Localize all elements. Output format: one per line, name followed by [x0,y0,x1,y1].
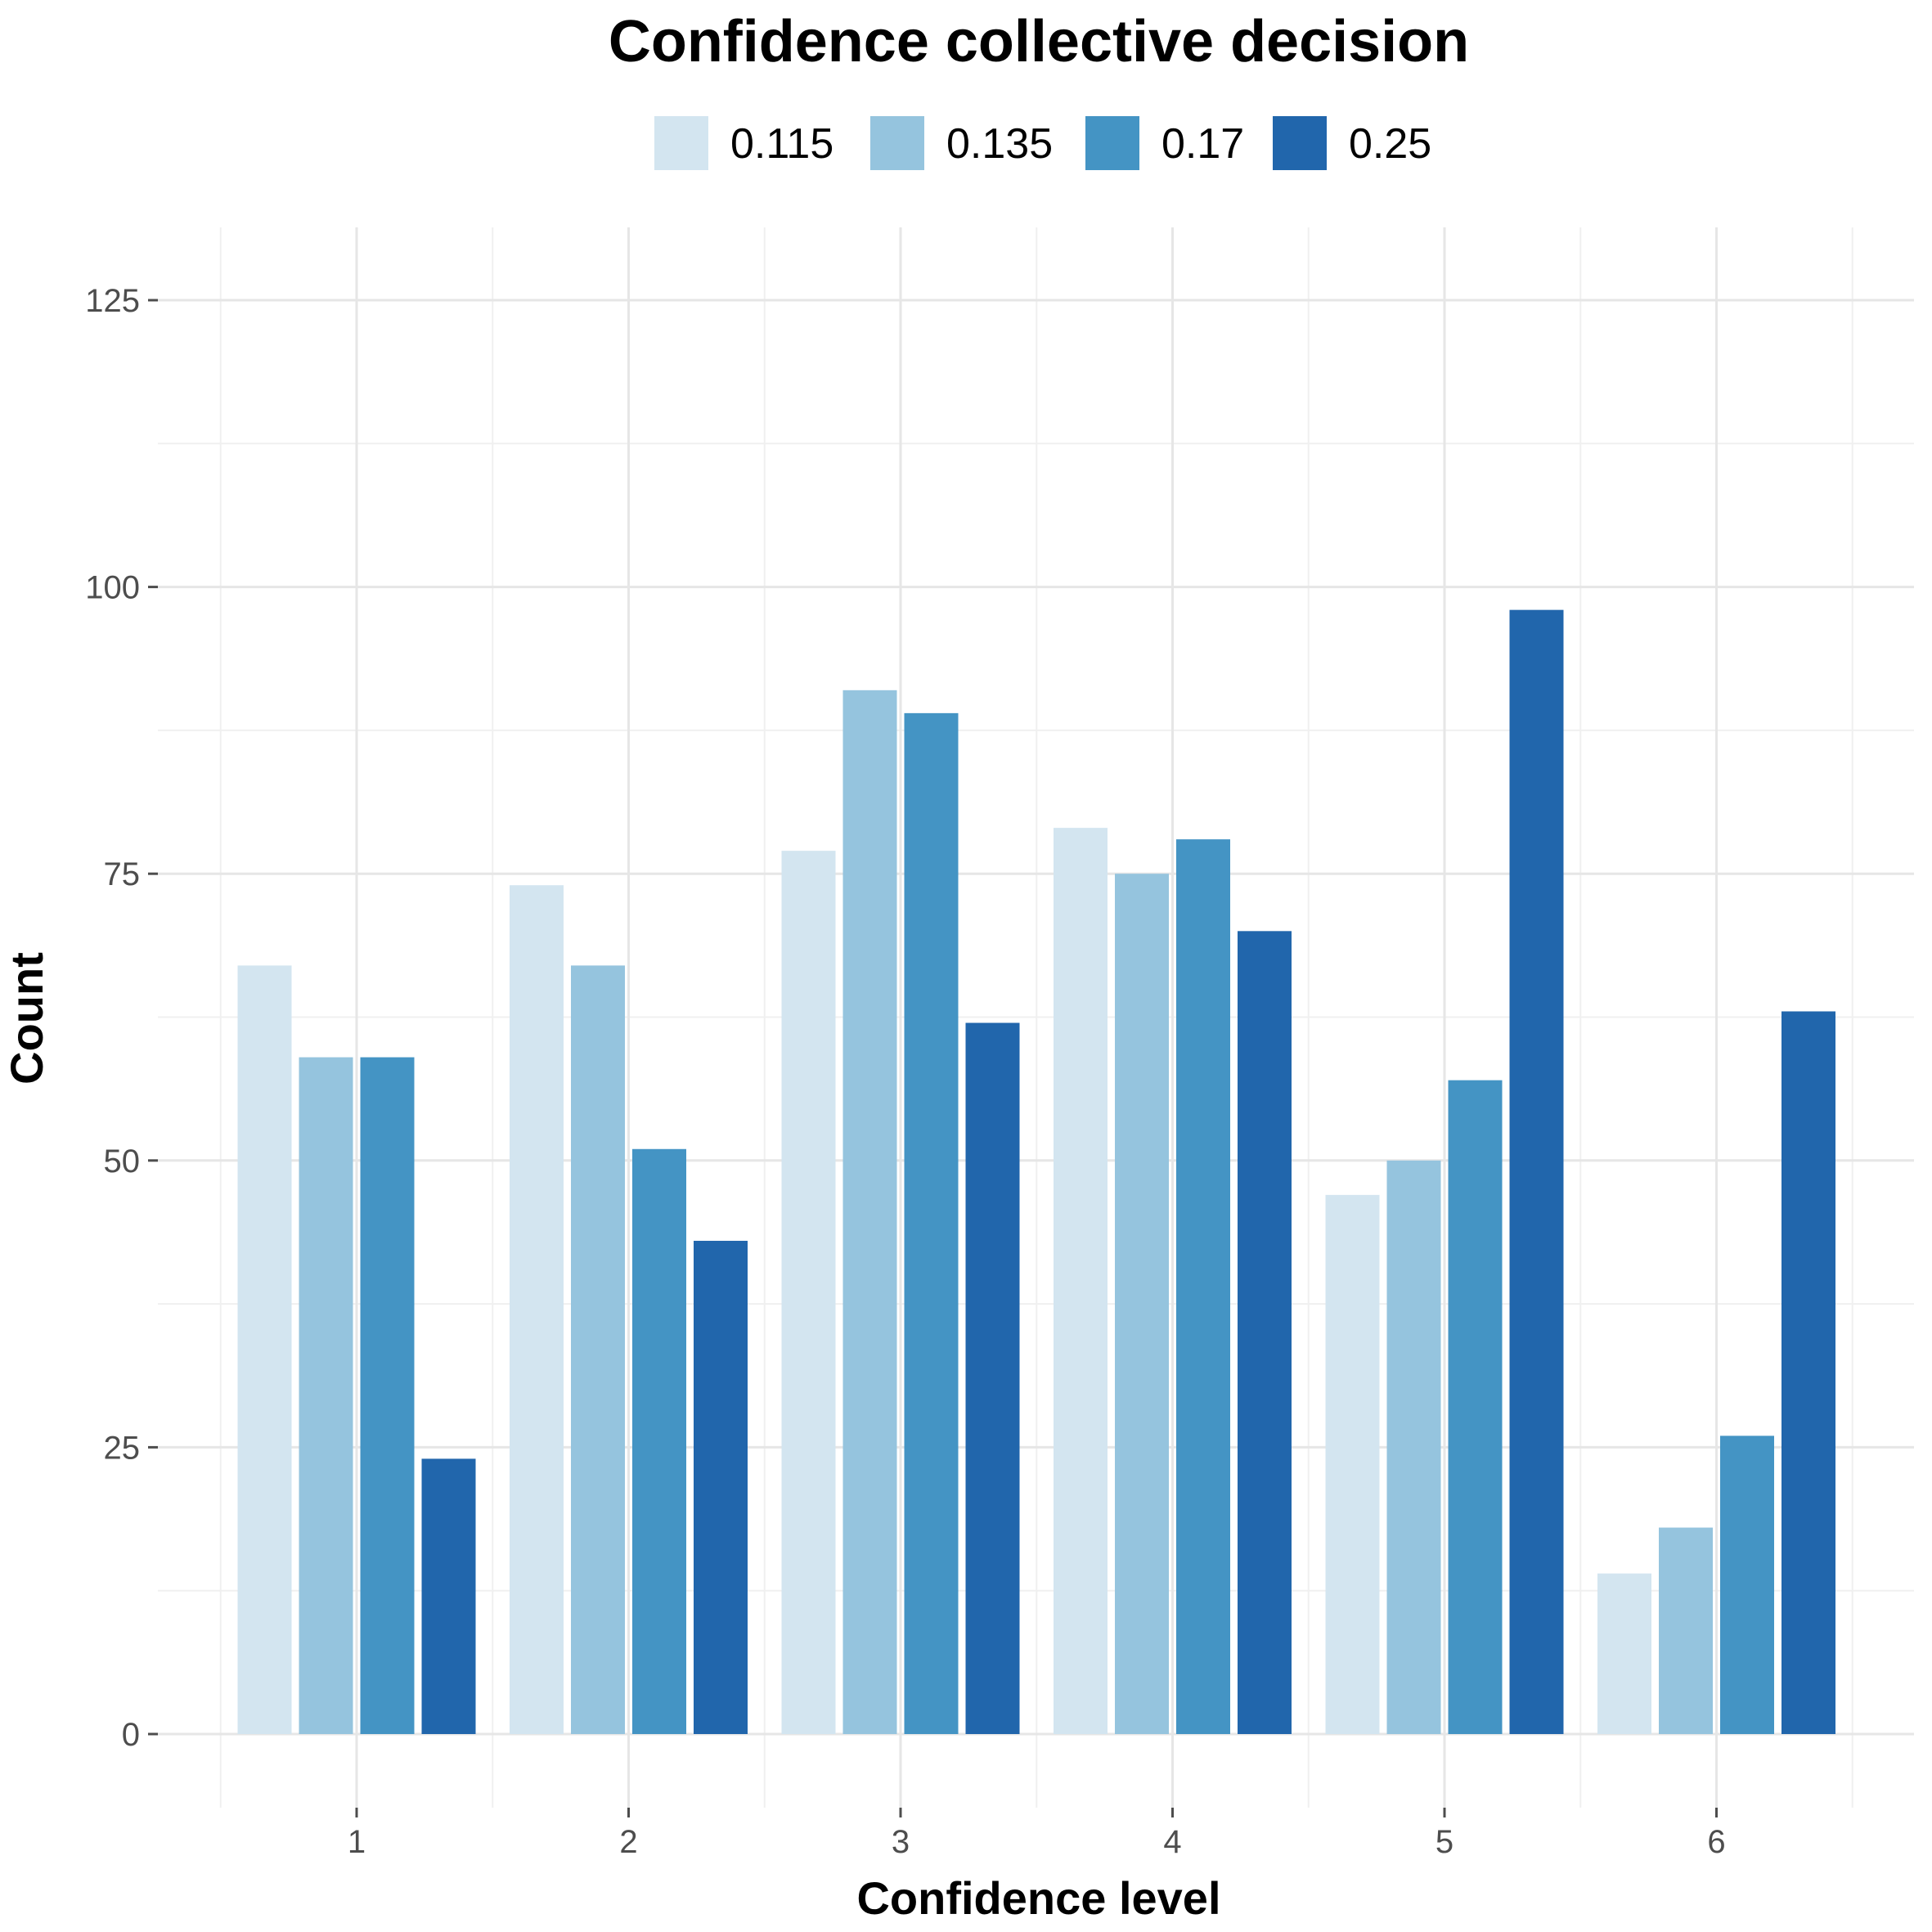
x-tick-label: 6 [1707,1824,1725,1860]
bar-0.17-cat-1 [360,1057,415,1734]
bar-0.25-cat-6 [1781,1011,1835,1734]
bar-0.17-cat-2 [632,1148,686,1734]
bar-0.17-cat-6 [1720,1436,1774,1734]
bar-0.115-cat-4 [1054,828,1108,1734]
x-axis: 1 2 3 4 5 6 [348,1808,1726,1860]
y-axis-title: Count [1,952,52,1085]
legend-label-0.17: 0.17 [1161,120,1244,168]
legend-label-0.135: 0.135 [946,120,1053,168]
x-tick-label: 1 [348,1824,366,1860]
x-tick-label: 2 [619,1824,637,1860]
y-tick-label: 75 [104,856,141,892]
bar-0.135-cat-6 [1659,1527,1713,1734]
bar-0.17-cat-4 [1176,839,1230,1734]
plot-panel: 0 25 50 75 100 125 1 2 3 4 5 6 [85,227,1914,1860]
bar-0.135-cat-5 [1386,1160,1441,1734]
x-tick-label: 5 [1436,1824,1453,1860]
y-tick-label: 50 [104,1143,141,1179]
bar-0.25-cat-2 [694,1240,748,1734]
x-tick-label: 3 [892,1824,910,1860]
y-tick-label: 0 [122,1717,140,1753]
bar-0.115-cat-2 [510,885,564,1734]
bar-0.25-cat-4 [1238,931,1292,1734]
bar-0.17-cat-3 [904,712,959,1734]
legend: 0.115 0.135 0.17 0.25 [654,116,1431,170]
bar-0.25-cat-3 [965,1022,1020,1734]
bar-0.135-cat-2 [571,965,625,1734]
bar-0.25-cat-1 [421,1458,476,1734]
x-tick-label: 4 [1163,1824,1181,1860]
bar-0.135-cat-4 [1115,874,1169,1734]
legend-key-0.115 [654,116,708,170]
bar-0.135-cat-1 [299,1057,353,1734]
bars [237,609,1835,1735]
bar-0.115-cat-6 [1597,1573,1651,1734]
grid-minor [158,227,1914,1808]
bar-0.135-cat-3 [842,690,897,1735]
y-tick-label: 100 [85,570,140,606]
legend-key-0.17 [1085,116,1139,170]
bar-0.25-cat-5 [1509,609,1564,1735]
bar-0.17-cat-5 [1448,1080,1503,1734]
legend-label-0.25: 0.25 [1349,120,1431,168]
y-tick-label: 125 [85,283,140,319]
bar-0.115-cat-3 [781,851,836,1734]
legend-label-0.115: 0.115 [730,120,833,168]
bar-0.115-cat-5 [1325,1194,1380,1734]
y-tick-label: 25 [104,1430,141,1466]
chart-title: Confidence collective decision [609,9,1469,74]
x-axis-title: Confidence level [856,1872,1220,1924]
y-axis: 0 25 50 75 100 125 [85,283,158,1753]
legend-key-0.25 [1273,116,1327,170]
legend-key-0.135 [870,116,924,170]
bar-0.115-cat-1 [237,965,292,1734]
